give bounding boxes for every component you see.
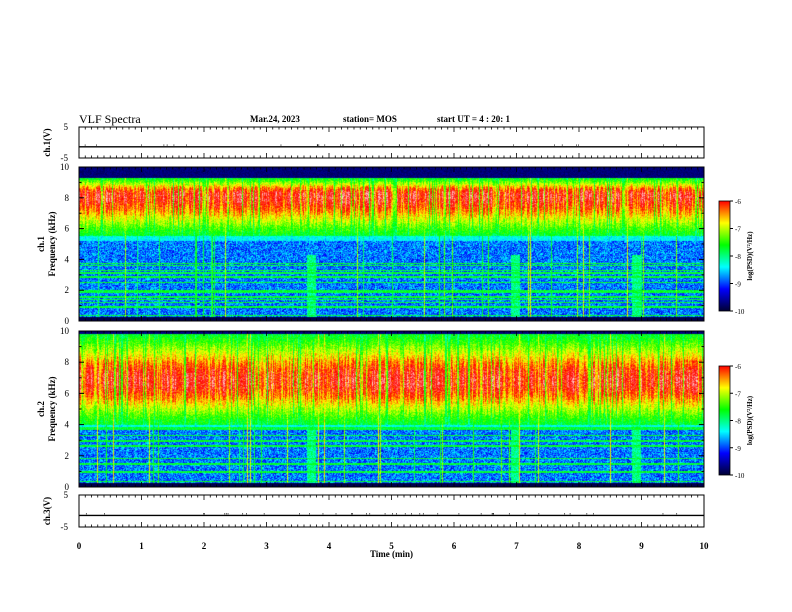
spectrogram-channel-label: ch.1 xyxy=(36,236,46,252)
colorbar-tick-label: -8 xyxy=(735,253,741,261)
y-tick-label: 2 xyxy=(65,451,70,461)
y-tick-label: 8 xyxy=(65,193,70,203)
x-tick-label: 6 xyxy=(452,541,457,551)
station-label: station= MOS xyxy=(343,114,397,124)
colorbar xyxy=(718,200,731,312)
x-tick-label: 10 xyxy=(700,541,710,551)
waveform-ylabel: ch.3(V) xyxy=(42,497,52,525)
y-tick-label: 5 xyxy=(64,122,69,132)
x-tick-label: 2 xyxy=(202,541,207,551)
x-tick-label: 7 xyxy=(514,541,519,551)
colorbar-tick-label: -9 xyxy=(735,445,741,453)
ch1-spectrogram-image xyxy=(79,167,704,321)
colorbar-tick-label: -10 xyxy=(735,472,745,480)
colorbar-tick-label: -7 xyxy=(735,226,741,234)
colorbar-tick-label: -6 xyxy=(735,363,741,371)
spectrogram-ylabel: Frequency (kHz) xyxy=(47,376,57,441)
x-tick-label: 4 xyxy=(327,541,332,551)
y-tick-label: 6 xyxy=(65,388,70,398)
colorbar-tick-label: -6 xyxy=(735,198,741,206)
spectrogram-channel-label: ch.2 xyxy=(36,401,46,417)
x-tick-label: 1 xyxy=(139,541,144,551)
colorbar xyxy=(718,365,731,476)
y-tick-label: 0 xyxy=(65,316,70,326)
start-time-label: start UT = 4 : 20: 1 xyxy=(437,114,510,124)
x-tick-label: 5 xyxy=(389,541,394,551)
colorbar-tick-label: -9 xyxy=(735,281,741,289)
y-tick-label: 6 xyxy=(65,224,70,234)
spectrogram-ylabel: Frequency (kHz) xyxy=(47,211,57,276)
colorbar-label: log(PSD)(V²/Hz) xyxy=(746,395,754,445)
x-axis-label: Time (min) xyxy=(370,549,413,559)
colorbar-tick-label: -10 xyxy=(735,308,745,316)
colorbar-tick-label: -7 xyxy=(735,390,741,398)
y-tick-label: -5 xyxy=(61,522,69,532)
colorbar-label: log(PSD)(V²/Hz) xyxy=(746,231,754,281)
y-tick-label: 8 xyxy=(65,357,70,367)
x-tick-label: 3 xyxy=(264,541,269,551)
waveform-ylabel: ch.1(V) xyxy=(42,128,52,156)
y-tick-label: 0 xyxy=(65,482,70,492)
y-tick-label: 10 xyxy=(60,326,70,336)
y-tick-label: 4 xyxy=(65,420,70,430)
x-tick-label: 8 xyxy=(577,541,582,551)
y-tick-label: 4 xyxy=(65,254,70,264)
y-tick-label: 2 xyxy=(65,285,70,295)
ch2-spectrogram-image xyxy=(79,331,704,487)
y-tick-label: -5 xyxy=(61,153,69,163)
colorbar-tick-label: -8 xyxy=(735,418,741,426)
x-tick-label: 9 xyxy=(639,541,644,551)
y-tick-label: 10 xyxy=(60,162,70,172)
chart-title: VLF Spectra xyxy=(79,112,141,126)
y-tick-label: 5 xyxy=(64,490,69,500)
x-tick-label: 0 xyxy=(77,541,82,551)
date-label: Mar.24, 2023 xyxy=(250,114,300,124)
